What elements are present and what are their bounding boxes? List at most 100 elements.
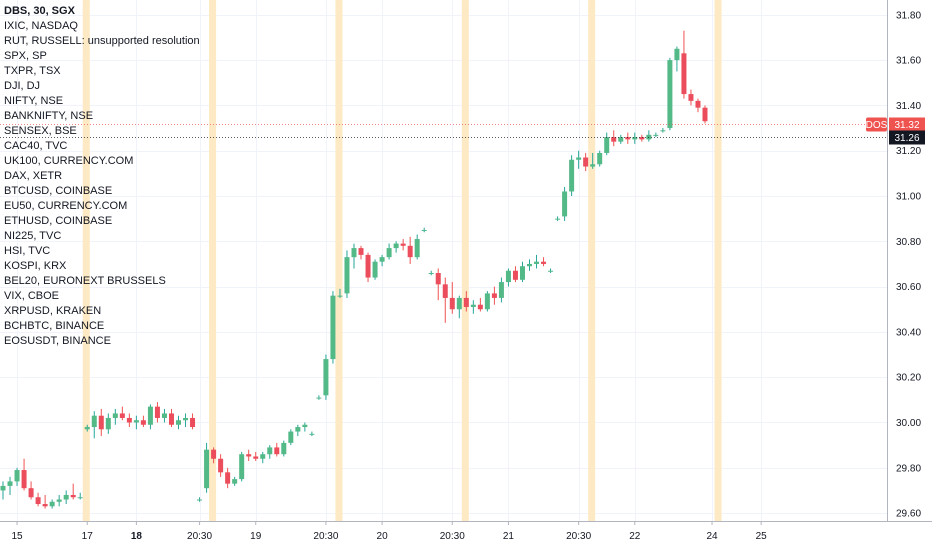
candle-down: [491, 286, 497, 305]
candle-up: [14, 467, 20, 486]
candle-body: [583, 157, 589, 167]
candle-body: [555, 218, 561, 220]
legend-symbol[interactable]: BTCUSD, COINBASE: [4, 185, 113, 197]
candle-up: [133, 415, 139, 430]
x-tick-label: 20:30: [566, 531, 591, 542]
candle-body: [590, 164, 596, 167]
candle-up: [91, 411, 97, 439]
candle-up: [576, 150, 582, 169]
candle-body: [386, 248, 392, 258]
candle-up: [112, 408, 118, 425]
candle-body: [379, 257, 385, 262]
y-tick-label: 30.60: [896, 282, 921, 293]
legend-symbol[interactable]: NI225, TVC: [4, 230, 62, 242]
symbol-price-tag: [866, 117, 887, 132]
candle-down: [702, 105, 708, 124]
y-tick-label: 30.40: [896, 327, 921, 338]
candle-up: [337, 288, 343, 298]
legend-symbol[interactable]: VIX, CBOE: [4, 290, 60, 302]
legend-symbol[interactable]: DJI, DJ: [4, 80, 41, 92]
candle-up: [330, 291, 336, 364]
candle-body: [428, 273, 434, 275]
candle-down: [625, 132, 631, 144]
candle-body: [604, 137, 610, 153]
price-badge-value: 31.26: [894, 133, 919, 144]
candle-up: [534, 254, 540, 269]
legend-symbol[interactable]: CAC40, TVC: [4, 140, 68, 152]
legend-symbol[interactable]: EOSUSDT, BINANCE: [4, 335, 111, 347]
candle-body: [232, 479, 238, 484]
x-tick-label: 15: [11, 531, 23, 542]
candle-up: [428, 270, 434, 276]
legend-symbol[interactable]: BANKNIFTY, NSE: [4, 110, 94, 122]
legend-symbol[interactable]: BCHBTC, BINANCE: [4, 320, 105, 332]
candle-body: [667, 60, 673, 129]
x-tick-label: 18: [131, 531, 143, 542]
candle-down: [190, 413, 196, 430]
candle-up: [183, 413, 189, 428]
legend-symbol[interactable]: TXPR, TSX: [4, 65, 61, 77]
candle-up: [484, 291, 490, 312]
candle-body: [274, 447, 280, 455]
legend-symbol[interactable]: XRPUSD, KRAKEN: [4, 305, 102, 317]
candle-up: [49, 499, 55, 509]
candle-down: [358, 245, 364, 260]
candle-down: [246, 449, 252, 462]
legend-symbol[interactable]: SENSEX, BSE: [4, 125, 77, 137]
candle-body: [204, 449, 210, 489]
candle-body: [316, 397, 322, 399]
session-bands: [82, 0, 722, 521]
legend-symbol[interactable]: NIFTY, NSE: [4, 95, 64, 107]
candle-down: [225, 467, 231, 489]
candle-up: [674, 46, 680, 72]
candle-down: [35, 492, 41, 507]
candle-body: [253, 456, 259, 459]
y-axis[interactable]: 29.60 29.80 30.00 30.20 30.40 30.60 30.80 31.00…: [896, 10, 921, 519]
candle-down: [365, 252, 371, 283]
y-tick-label: 31.60: [896, 56, 921, 67]
chart-title[interactable]: DBS, 30, SGX: [4, 5, 75, 17]
session-band: [335, 0, 343, 521]
candle-up: [597, 150, 603, 167]
candle-up: [232, 476, 238, 486]
candle-up: [604, 132, 610, 156]
candle-body: [133, 420, 139, 423]
candle-body: [21, 470, 27, 489]
candle-up: [372, 259, 378, 280]
symbol-price-tag-label: DOS: [866, 120, 888, 131]
candle-body: [260, 454, 266, 459]
candle-body: [309, 433, 315, 435]
legend-symbol[interactable]: IXIC, NASDAQ: [4, 20, 78, 32]
candle-body: [414, 239, 420, 258]
candle-body: [49, 501, 55, 507]
legend-symbol[interactable]: UK100, CURRENCY.COM: [4, 155, 134, 167]
candle-down: [611, 130, 617, 147]
candle-down: [70, 483, 76, 500]
candle-up: [197, 497, 203, 502]
legend-symbol[interactable]: HSI, TVC: [4, 245, 51, 257]
candle-body: [42, 504, 48, 507]
legend-symbol[interactable]: SPX, SP: [4, 50, 47, 62]
candle-body: [484, 293, 490, 310]
candle-down: [477, 297, 483, 312]
candle-body: [140, 420, 146, 425]
candle-body: [281, 442, 287, 455]
legend-symbol[interactable]: ETHUSD, COINBASE: [4, 215, 113, 227]
x-tick-label: 20:30: [440, 531, 465, 542]
x-axis[interactable]: 15 17 18 20:30 19 20:30 20 20:30 21 20:30 22 24 25: [11, 521, 767, 542]
legend-symbol[interactable]: KOSPI, KRX: [4, 260, 67, 272]
legend-symbol[interactable]: BEL20, EURONEXT BRUSSELS: [4, 275, 166, 287]
candle-body: [435, 273, 441, 285]
candle-body: [688, 94, 694, 101]
session-band: [461, 0, 469, 521]
candle-body: [527, 263, 532, 267]
candle-body: [323, 359, 329, 396]
legend-symbol[interactable]: EU50, CURRENCY.COM: [4, 200, 128, 212]
legend-symbol[interactable]: DAX, XETR: [4, 170, 63, 182]
candle-up: [393, 241, 399, 253]
candle-body: [197, 499, 203, 501]
legend-symbol[interactable]: RUT, RUSSELL: unsupported resolution: [4, 35, 200, 47]
candle-body: [295, 427, 301, 432]
candle-body: [625, 137, 631, 140]
